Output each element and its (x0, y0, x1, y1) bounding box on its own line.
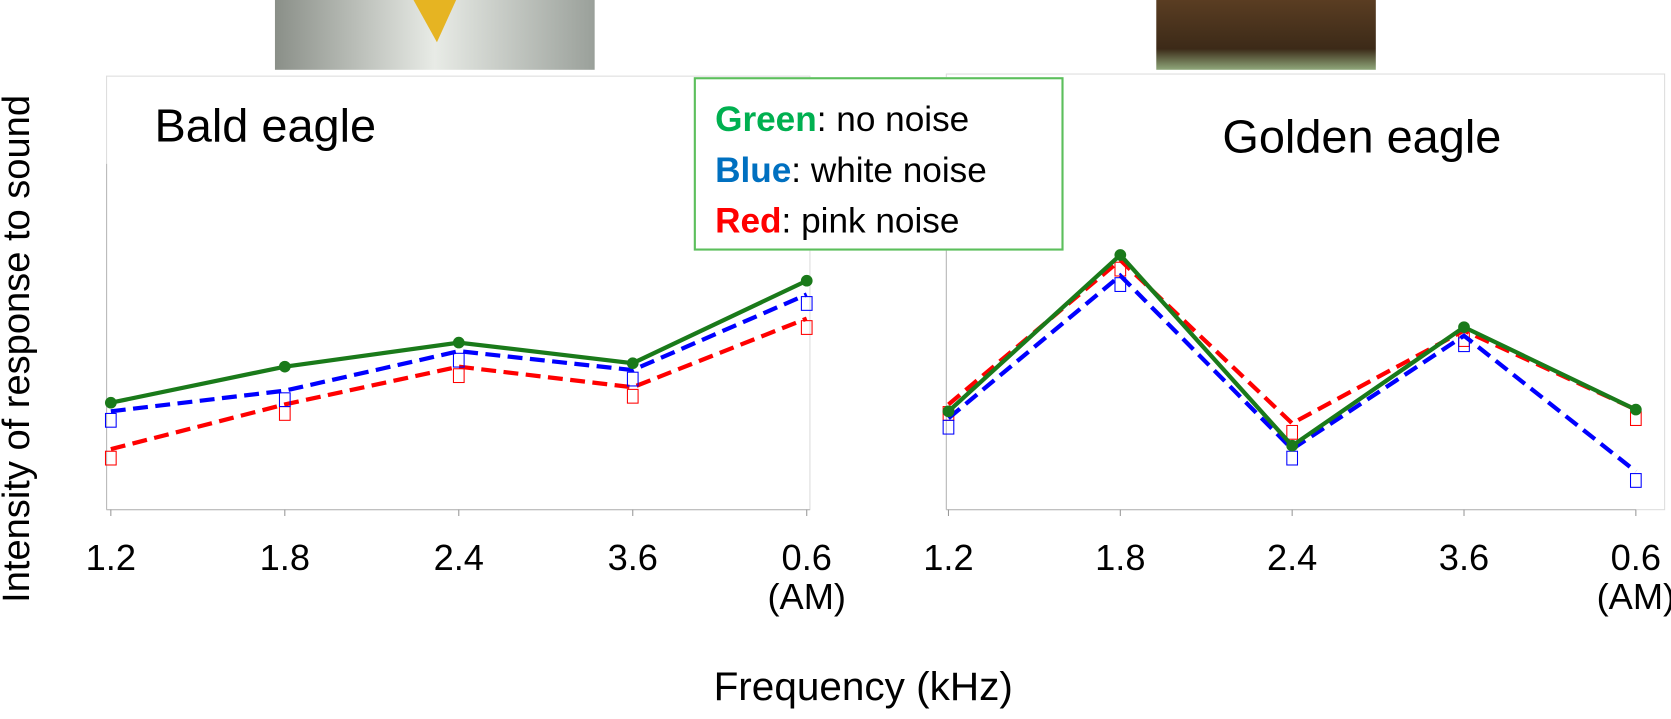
point (278, 392, 291, 408)
legend-entry: Green no noise (715, 94, 1061, 145)
x-tick-label: 3.6 (607, 538, 658, 579)
point (104, 450, 117, 466)
legend: Green no noise Bluewhite noise Red pink nois… (693, 77, 1064, 251)
series-line (947, 251, 1637, 449)
legend-color-word: Red (715, 201, 791, 240)
point (1629, 403, 1642, 416)
x-tick-label: 1.8 (1095, 538, 1146, 579)
point (278, 406, 291, 421)
point (1114, 249, 1127, 261)
series-line (947, 272, 1638, 474)
chart-title: Golden eagle (1222, 111, 1502, 163)
legend-entry: Red pink noise (715, 196, 1061, 247)
y-label-box: Intensity of response to sound (0, 53, 53, 645)
point (278, 360, 291, 373)
series-line (110, 316, 808, 452)
series-line (947, 257, 1637, 426)
point (800, 274, 813, 287)
point (942, 419, 955, 435)
x-tick-label: 1.2 (85, 538, 137, 579)
point (452, 352, 465, 368)
beak (413, 0, 457, 43)
chart-title: Bald eagle (154, 100, 377, 153)
x-axis-label: Frequency (kHz) (713, 665, 1013, 710)
golden-eagle-photo (1156, 0, 1376, 70)
legend-color-word: Green (715, 99, 826, 138)
point (1458, 337, 1470, 353)
y-axis-label: Intensity of response to sound (0, 95, 38, 603)
point (452, 368, 465, 384)
legend-label: pink noise (801, 200, 960, 241)
point (800, 320, 813, 335)
x-tick-label: 1.8 (259, 538, 310, 579)
point (942, 405, 955, 418)
x-tick-label: 2.4 (433, 538, 484, 579)
point (104, 396, 117, 409)
point (1286, 450, 1299, 466)
point (452, 336, 465, 349)
legend-entry: Bluewhite noise (715, 145, 1061, 196)
x-tick-label: 3.6 (1438, 538, 1490, 579)
point (626, 357, 639, 370)
x-tick-label: 0.6 (AM) (767, 538, 846, 618)
x-tick-label: 1.2 (923, 538, 974, 579)
point (1629, 473, 1642, 488)
legend-color-word: Blue (715, 150, 801, 189)
point (104, 412, 117, 428)
x-tick-label: 0.6 (AM) (1596, 538, 1671, 618)
point (1458, 321, 1470, 333)
point (800, 296, 813, 311)
legend-label: no noise (836, 99, 970, 139)
point (1286, 439, 1299, 452)
point (1114, 277, 1127, 292)
series-line (110, 292, 808, 414)
point (626, 388, 639, 404)
x-tick-label: 2.4 (1266, 538, 1318, 579)
point (626, 371, 639, 387)
point (1286, 424, 1299, 440)
legend-label: white noise (810, 150, 987, 190)
